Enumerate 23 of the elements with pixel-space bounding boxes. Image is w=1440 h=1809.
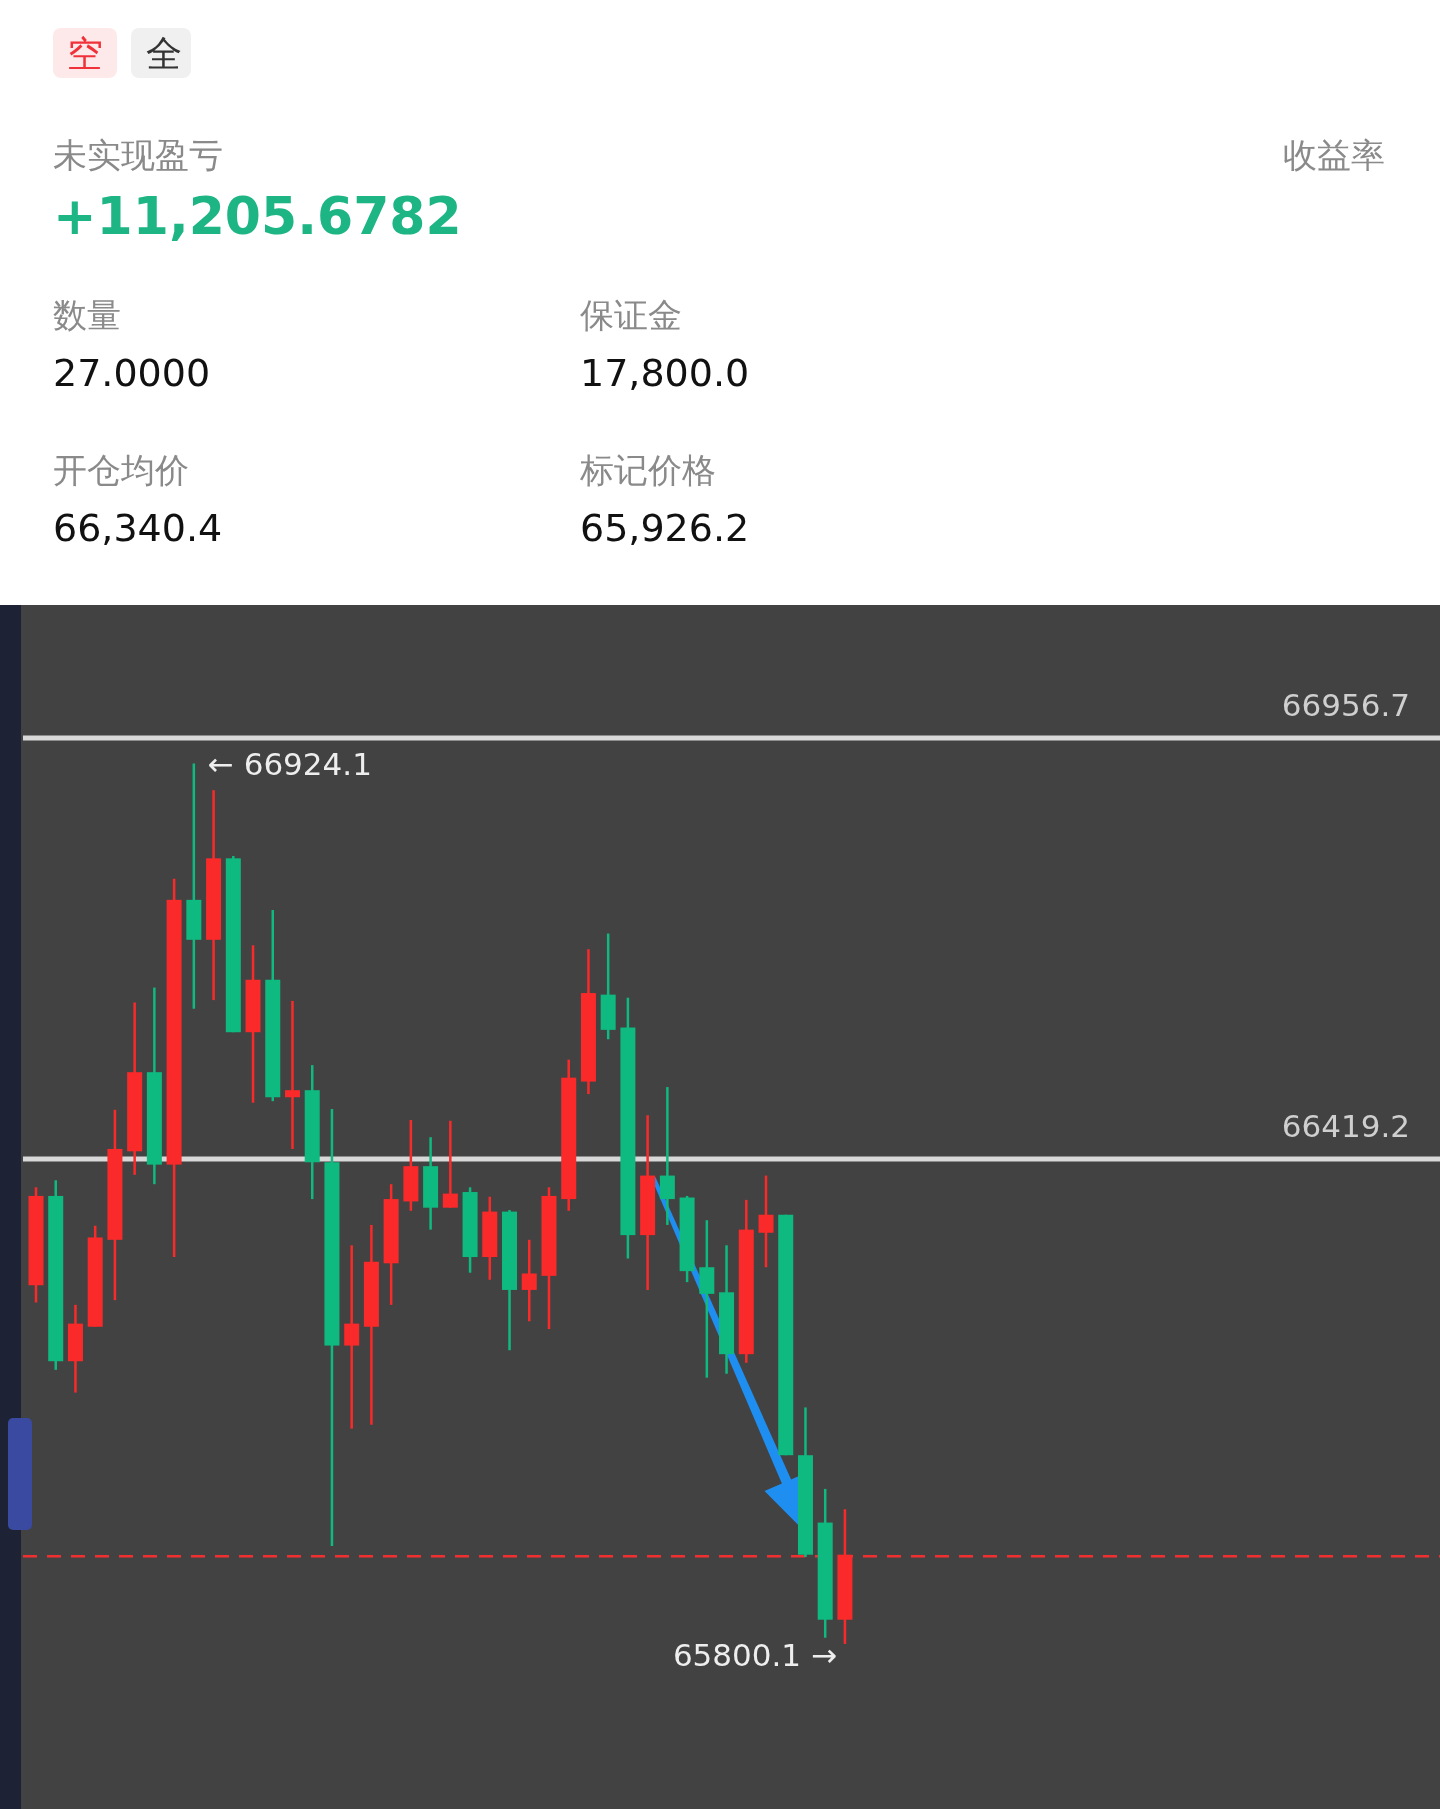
candlestick	[442, 1119, 458, 1209]
text: 全	[146, 33, 182, 74]
text: 未实现盈亏	[53, 135, 223, 175]
candlestick	[659, 1085, 675, 1227]
candlestick	[284, 999, 300, 1151]
ref-line-label: 66956.7	[1281, 686, 1410, 723]
text: 收益率	[1283, 135, 1385, 175]
text: 空	[67, 33, 103, 74]
text: +11,205.6782	[53, 186, 462, 246]
candlestick	[521, 1238, 537, 1323]
text: 保证金	[580, 295, 682, 335]
annotation: 65800.1 →	[672, 1636, 837, 1673]
text: 数量	[53, 295, 121, 335]
text: 标记价格	[579, 450, 716, 490]
text: 65,926.2	[580, 506, 750, 550]
annotation: ← 66924.1	[207, 746, 372, 783]
text: 27.0000	[53, 351, 211, 395]
ref-line-label: 66419.2	[1281, 1107, 1410, 1144]
text: 66,340.4	[53, 506, 223, 550]
text: 开仓均价	[53, 450, 189, 490]
text: 17,800.0	[580, 351, 750, 395]
candlestick	[758, 1174, 774, 1269]
candlestick	[344, 1244, 360, 1430]
